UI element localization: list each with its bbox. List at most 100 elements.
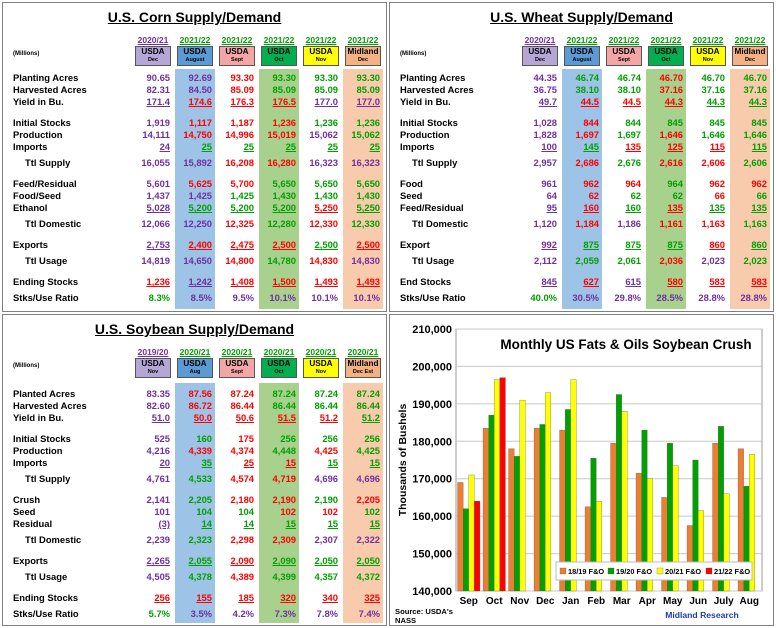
soybean-cell: 4,425 bbox=[314, 445, 338, 456]
soybean-column-source: USDA bbox=[225, 359, 249, 368]
soybean-cell: 4,696 bbox=[314, 473, 338, 484]
soybean-cell: 2,205 bbox=[188, 494, 212, 505]
corn-cell: 16,323 bbox=[309, 157, 338, 168]
crush-bar bbox=[499, 377, 506, 592]
wheat-column-shade bbox=[562, 69, 602, 309]
wheat-column-month: Dec bbox=[744, 57, 756, 63]
wheat-cell: 1,028 bbox=[533, 117, 557, 128]
soybean-cell: 340 bbox=[322, 592, 338, 603]
legend-swatch bbox=[705, 567, 713, 575]
corn-cell: 14,750 bbox=[183, 129, 212, 140]
wheat-cell: 1,828 bbox=[533, 129, 557, 140]
wheat-column-header: USDA August bbox=[564, 46, 600, 66]
soybean-cell: 2,265 bbox=[146, 555, 170, 566]
corn-cell: 1,187 bbox=[230, 117, 254, 128]
soybean-column-month: Sept bbox=[231, 369, 243, 375]
soybean-cell: 256 bbox=[280, 433, 296, 444]
wheat-cell: 845 bbox=[667, 117, 683, 128]
corn-cell: 1,236 bbox=[314, 117, 338, 128]
wheat-cell: 46.70 bbox=[701, 72, 725, 83]
corn-cell: 1,493 bbox=[356, 276, 380, 287]
soybean-cell: 51.2 bbox=[319, 412, 338, 423]
corn-cell: 5,028 bbox=[146, 202, 170, 213]
wheat-cell: 28.5% bbox=[656, 292, 683, 303]
corn-row-label: Ttl Supply bbox=[25, 157, 71, 168]
chart-title: Monthly US Fats & Oils Soybean Crush bbox=[500, 337, 751, 352]
crush-bar bbox=[621, 411, 628, 592]
corn-cell: 14,996 bbox=[225, 129, 254, 140]
corn-column-year: 2020/21 bbox=[137, 35, 169, 45]
corn-cell: 14,800 bbox=[225, 255, 254, 266]
corn-cell: 5,200 bbox=[272, 202, 296, 213]
soybean-crush-chart-panel: 140,000 150,000 160,000 170,000 180,000 190,0… bbox=[389, 314, 774, 626]
soybean-cell: 15 bbox=[285, 457, 296, 468]
crush-bar bbox=[647, 478, 653, 592]
wheat-cell: 40.0% bbox=[530, 292, 557, 303]
soybean-row-label: Initial Stocks bbox=[13, 433, 71, 444]
corn-column-source: USDA bbox=[141, 47, 165, 56]
soybean-row-label: Stks/Use Ratio bbox=[13, 608, 79, 619]
corn-column-month: Nov bbox=[315, 57, 327, 63]
corn-cell: 14,780 bbox=[267, 255, 296, 266]
wheat-cell: 2,061 bbox=[617, 255, 641, 266]
corn-cell: 2,500 bbox=[272, 239, 296, 250]
wheat-cell: 1,120 bbox=[533, 218, 557, 229]
corn-cell: 177.0 bbox=[314, 96, 338, 107]
wheat-cell: 1,646 bbox=[743, 129, 767, 140]
wheat-cell: 961 bbox=[541, 178, 557, 189]
corn-cell: 14,830 bbox=[309, 255, 338, 266]
legend-label: 20/21 F&O bbox=[665, 567, 701, 576]
crush-bar bbox=[468, 474, 475, 592]
soybean-cell: 2,298 bbox=[230, 534, 254, 545]
soybean-row-label: Seed bbox=[13, 506, 36, 517]
soybean-cell: 160 bbox=[196, 433, 212, 444]
soybean-cell: 4,216 bbox=[146, 445, 170, 456]
corn-cell: 5,650 bbox=[272, 178, 296, 189]
soybean-column-header: USDA Nov bbox=[135, 358, 171, 378]
wheat-cell: 2,606 bbox=[743, 157, 767, 168]
corn-row-label: Ttl Domestic bbox=[25, 218, 82, 229]
crush-bar bbox=[749, 454, 755, 592]
wheat-cell: 30.5% bbox=[572, 292, 599, 303]
soybean-column-header: USDA Oct bbox=[261, 358, 297, 378]
wheat-column-shade bbox=[646, 69, 686, 309]
soybean-cell: 104 bbox=[238, 506, 254, 517]
corn-cell: 14,830 bbox=[351, 255, 380, 266]
corn-column-source: USDA bbox=[183, 47, 207, 56]
corn-column-year: 2021/22 bbox=[263, 35, 295, 45]
corn-column-month: Sept bbox=[231, 57, 243, 63]
corn-cell: 5,250 bbox=[356, 202, 380, 213]
soybean-cell: 2,190 bbox=[272, 494, 296, 505]
corn-cell: 85.09 bbox=[356, 84, 380, 95]
legend-box bbox=[555, 561, 753, 581]
corn-cell: 25 bbox=[285, 141, 296, 152]
wheat-cell: 44.3 bbox=[748, 96, 767, 107]
corn-cell: 1,425 bbox=[188, 190, 212, 201]
corn-cell: 16,280 bbox=[267, 157, 296, 168]
wheat-cell: 160 bbox=[583, 202, 599, 213]
wheat-cell: 962 bbox=[583, 178, 599, 189]
x-tick-label: Apr bbox=[639, 596, 656, 607]
crush-bar bbox=[533, 428, 540, 592]
corn-cell: 25 bbox=[201, 141, 212, 152]
x-tick-label: Jan bbox=[562, 596, 579, 607]
soybean-column-month: Dec Est bbox=[352, 369, 374, 375]
wheat-cell: 46.74 bbox=[617, 72, 641, 83]
corn-cell: 1,430 bbox=[356, 190, 380, 201]
wheat-cell: 37.16 bbox=[701, 84, 725, 95]
legend-swatch bbox=[656, 567, 664, 575]
wheat-cell: 845 bbox=[541, 276, 557, 287]
wheat-column-source: USDA bbox=[612, 47, 636, 56]
x-tick-label: Feb bbox=[587, 596, 605, 607]
corn-cell: 1,236 bbox=[146, 276, 170, 287]
wheat-row-label: Production bbox=[400, 129, 450, 140]
corn-cell: 2,400 bbox=[188, 239, 212, 250]
wheat-cell: 1,186 bbox=[617, 218, 641, 229]
corn-cell: 93.30 bbox=[230, 72, 254, 83]
wheat-cell: 135 bbox=[709, 202, 725, 213]
corn-cell: 2,753 bbox=[146, 239, 170, 250]
wheat-column-month: Oct bbox=[661, 57, 671, 63]
soybean-cell: 87.24 bbox=[314, 388, 338, 399]
corn-cell: 90.65 bbox=[146, 72, 170, 83]
corn-cell: 12,280 bbox=[267, 218, 296, 229]
